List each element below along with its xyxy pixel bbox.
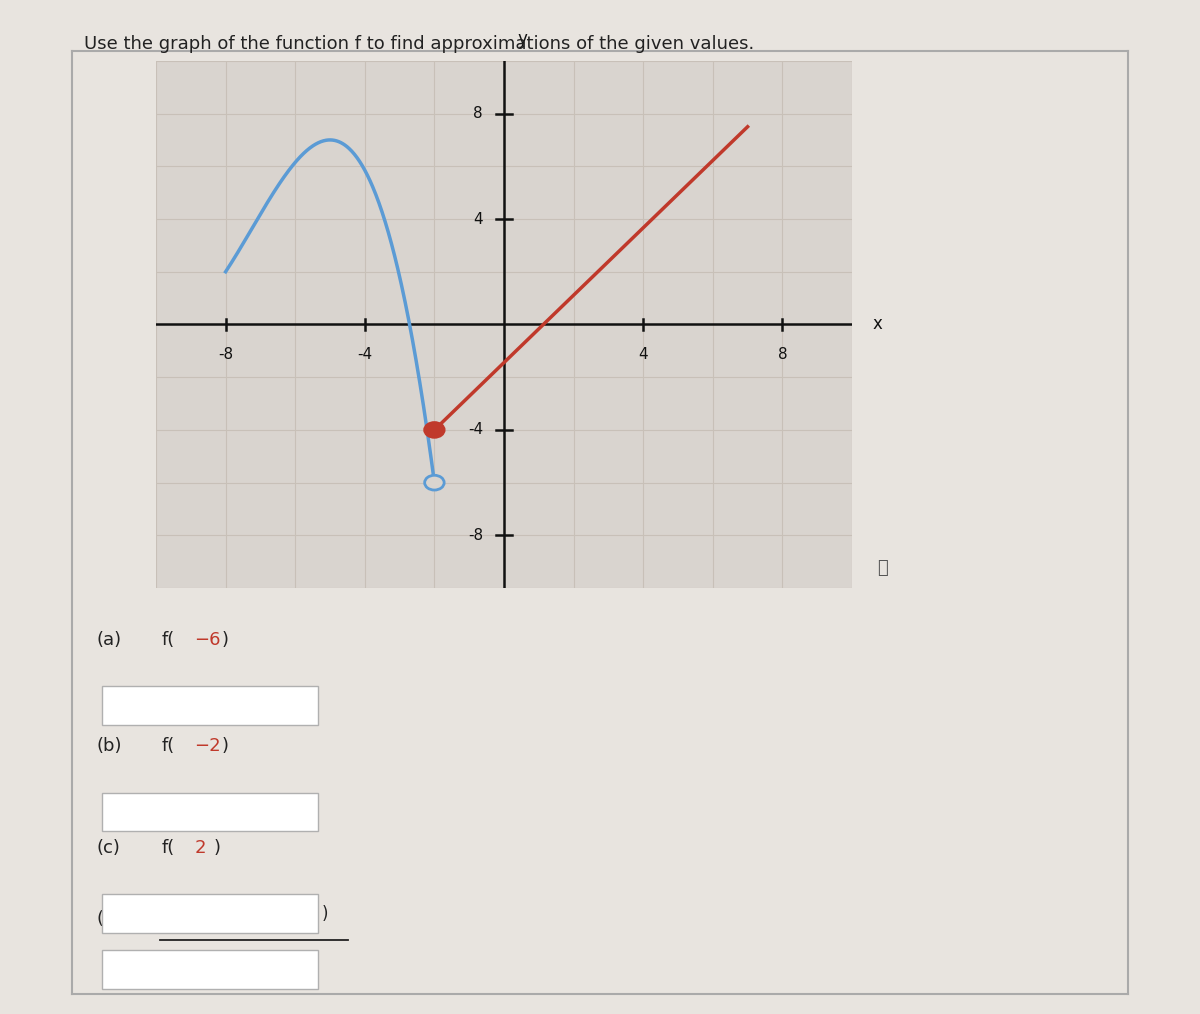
Text: 6 − 2: 6 − 2 [196, 955, 241, 973]
Text: (d): (d) [96, 910, 121, 928]
Text: f(: f( [162, 631, 175, 649]
Text: ): ) [214, 839, 221, 857]
Text: 4: 4 [474, 212, 484, 226]
Text: (c): (c) [96, 839, 120, 857]
Text: -8: -8 [468, 528, 484, 542]
Text: ): ) [322, 904, 328, 923]
Text: y: y [518, 29, 528, 48]
Text: ): ) [222, 737, 229, 755]
Text: -8: -8 [218, 347, 233, 362]
Text: f(: f( [162, 839, 175, 857]
Text: -4: -4 [468, 423, 484, 437]
Text: ) − f(: ) − f( [210, 904, 253, 923]
Text: x: x [872, 315, 883, 334]
Text: 4: 4 [638, 347, 648, 362]
Text: 6: 6 [191, 904, 202, 923]
Text: ⓘ: ⓘ [877, 559, 887, 577]
Text: Use the graph of the function f to find approximations of the given values.: Use the graph of the function f to find … [84, 35, 755, 54]
Circle shape [425, 423, 444, 437]
Text: −6: −6 [194, 631, 221, 649]
Text: −2: −2 [194, 737, 221, 755]
Circle shape [425, 476, 444, 490]
Text: 8: 8 [778, 347, 787, 362]
Text: 2: 2 [304, 904, 314, 923]
Text: f(: f( [162, 737, 175, 755]
Text: 8: 8 [474, 106, 484, 121]
Text: 2: 2 [194, 839, 206, 857]
Text: (b): (b) [96, 737, 121, 755]
Text: f(: f( [162, 904, 174, 923]
Text: -4: -4 [358, 347, 372, 362]
Text: (a): (a) [96, 631, 121, 649]
Text: ): ) [222, 631, 229, 649]
